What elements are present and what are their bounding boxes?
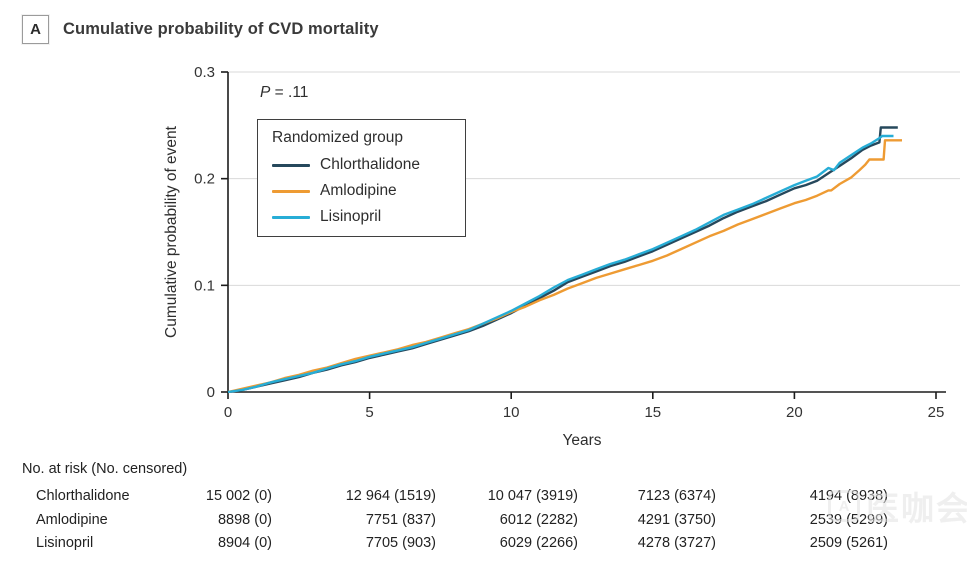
amlodipine-line-swatch (272, 189, 310, 193)
risk-value: 2539 (5299) (809, 511, 888, 528)
y-tick-label: 0 (207, 384, 215, 401)
risk-value: 12 964 (1519) (345, 488, 436, 504)
legend-title: Randomized group (272, 129, 403, 146)
legend-label: Chlorthalidone (320, 156, 420, 173)
legend-item-chlorthalidone: Chlorthalidone (272, 152, 453, 178)
risk-value: 15 002 (0) (205, 488, 272, 504)
risk-row-label: Lisinopril (36, 535, 94, 551)
legend-label: Amlodipine (320, 182, 397, 199)
risk-value: 6029 (2266) (499, 535, 578, 551)
x-tick-label: 0 (224, 404, 232, 421)
survival-chart: 0 0.1 0.2 0.3 0 5 10 15 20 25 Years Cumulative prob… (163, 64, 960, 449)
p-symbol: P (260, 84, 271, 101)
risk-value: 7751 (837) (365, 511, 436, 528)
risk-table-header: No. at risk (No. censored) (22, 461, 188, 477)
risk-row-chlorthalidone: Chlorthalidone 15 002 (0) 12 964 (1519) 10 … (0, 488, 967, 510)
panel-title: Cumulative probability of CVD mortality (63, 19, 379, 38)
risk-row-amlodipine: Amlodipine 8898 (0) 7751 (837) 6012 (2282) 4… (0, 512, 967, 534)
p-rest: = .11 (270, 84, 309, 101)
x-tick-label: 5 (365, 404, 373, 421)
x-tick-label: 15 (644, 404, 661, 421)
y-tick-label: 0.2 (194, 171, 215, 188)
risk-value: 8898 (0) (217, 511, 272, 528)
x-tick-label: 20 (786, 404, 803, 421)
risk-value: 2509 (5261) (809, 535, 888, 551)
risk-value: 4194 (8938) (809, 488, 888, 504)
panel-letter-badge: A (22, 14, 49, 44)
p-value-annotation: P = .11 (260, 84, 308, 102)
risk-row-label: Chlorthalidone (36, 488, 130, 504)
legend-item-amlodipine: Amlodipine (272, 178, 453, 204)
y-tick-label: 0.3 (194, 64, 215, 81)
numbers-at-risk-table: No. at risk (No. censored) Chlorthalidon… (0, 455, 967, 565)
risk-row-lisinopril: Lisinopril 8904 (0) 7705 (903) 6029 (2266) 4… (0, 535, 967, 557)
x-tick-label: 25 (928, 404, 945, 421)
y-tick-label: 0.1 (194, 277, 215, 294)
risk-row-label: Amlodipine (36, 511, 108, 528)
risk-value: 6012 (2282) (499, 511, 578, 528)
panel-header: A Cumulative probability of CVD mortalit… (22, 14, 379, 44)
risk-value: 4278 (3727) (637, 535, 716, 551)
lisinopril-line-swatch (272, 215, 310, 219)
legend-label: Lisinopril (320, 208, 382, 225)
y-axis-title: Cumulative probability of event (163, 125, 180, 338)
risk-value: 10 047 (3919) (487, 488, 578, 504)
x-axis-title: Years (562, 432, 601, 449)
chlorthalidone-line-swatch (272, 163, 310, 167)
chart-legend: Randomized group Chlorthalidone Amlodipi… (257, 119, 466, 237)
risk-value: 8904 (0) (217, 535, 272, 551)
curve-amlodipine (227, 139, 902, 394)
legend-item-lisinopril: Lisinopril (272, 204, 453, 230)
curve-lisinopril (227, 134, 894, 394)
risk-value: 4291 (3750) (637, 511, 716, 528)
risk-value: 7123 (6374) (637, 488, 716, 504)
x-tick-label: 10 (503, 404, 520, 421)
risk-value: 7705 (903) (365, 535, 436, 551)
